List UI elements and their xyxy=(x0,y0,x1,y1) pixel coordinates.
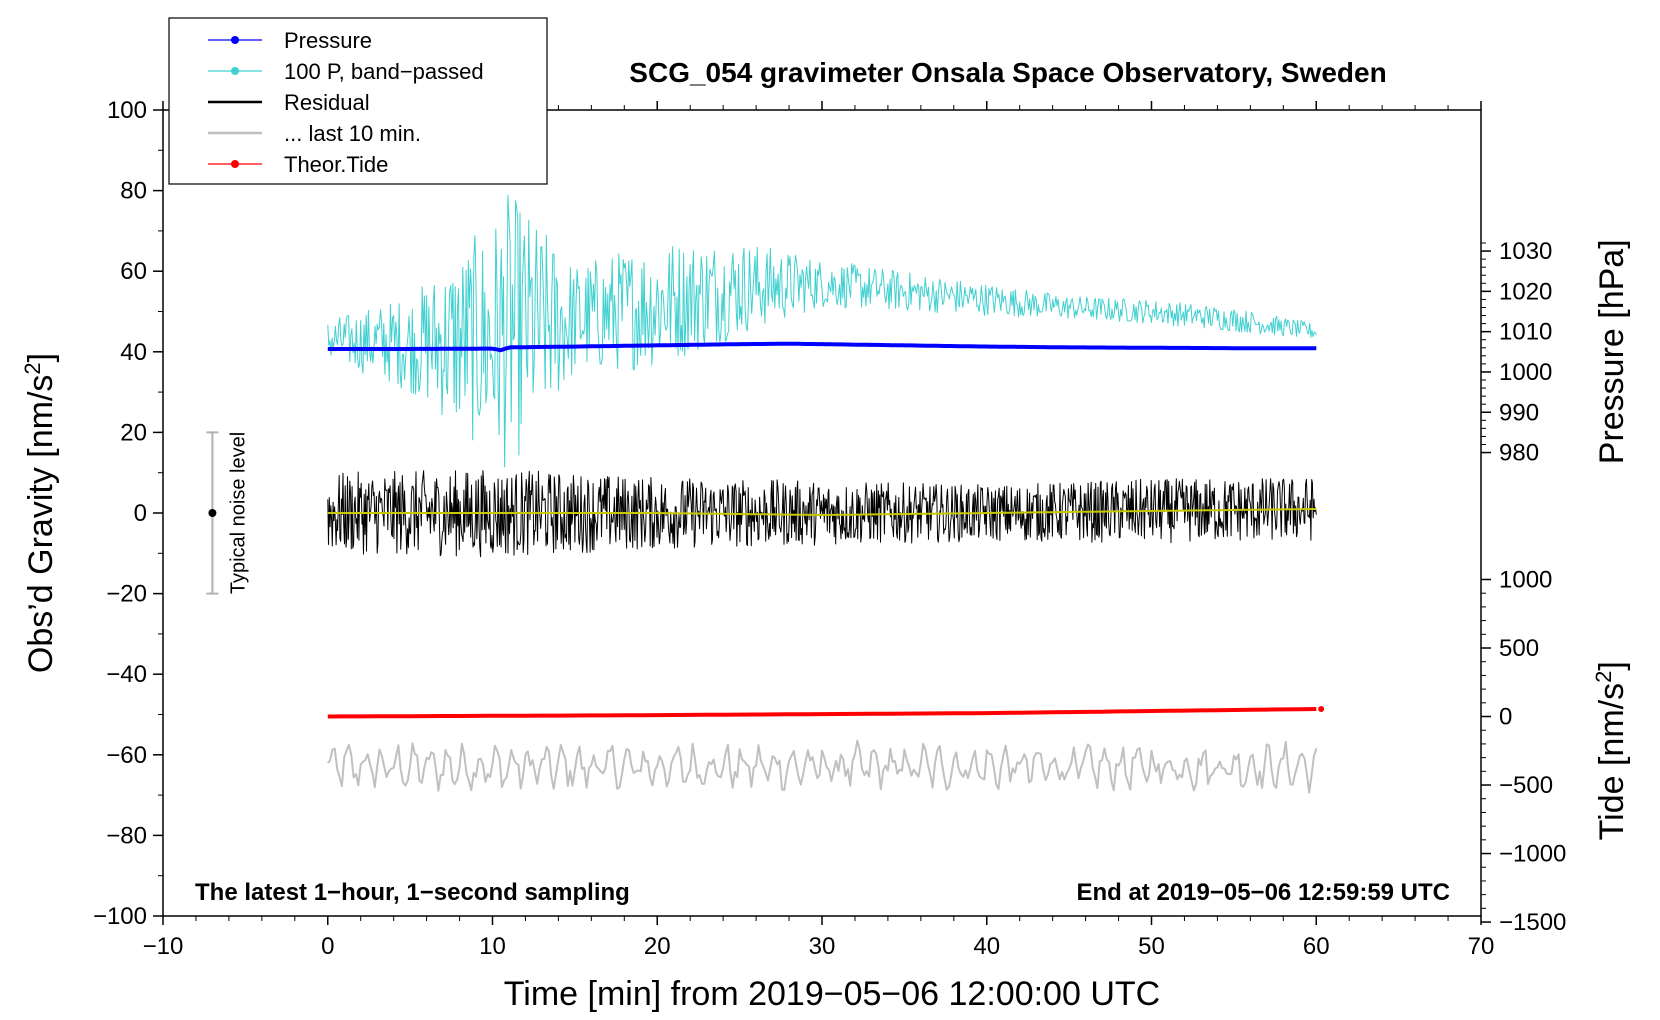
x-axis-label: Time [min] from 2019−05−06 12:00:00 UTC xyxy=(504,975,1160,1013)
y-left-tick-label: −40 xyxy=(106,661,147,688)
pressure-tick-label: 990 xyxy=(1499,399,1539,426)
sampling-note: The latest 1−hour, 1−second sampling xyxy=(195,879,630,906)
x-tick-label: 10 xyxy=(479,933,506,960)
chart-title: SCG_054 gravimeter Onsala Space Observat… xyxy=(629,57,1386,88)
y-left-tick-label: −60 xyxy=(106,742,147,769)
noise-level-bar: Typical noise level xyxy=(206,431,249,595)
noise-level-label: Typical noise level xyxy=(227,432,249,594)
legend-label: Pressure xyxy=(284,28,372,53)
tide-tick-label: −1500 xyxy=(1499,909,1566,936)
pressure-tick-label: 1030 xyxy=(1499,238,1552,265)
y-left-tick-label: −80 xyxy=(106,822,147,849)
x-tick-label: 50 xyxy=(1138,933,1165,960)
y-left-tick-label: −100 xyxy=(93,903,147,930)
series-theoretical-tide xyxy=(327,707,1317,719)
y-left-tick-label: 80 xyxy=(120,178,147,205)
x-tick-label: 20 xyxy=(644,933,671,960)
x-tick-label: −10 xyxy=(143,933,184,960)
y-left-tick-label: 60 xyxy=(120,258,147,285)
series-residual xyxy=(327,470,1317,558)
tide-tick-label: −1000 xyxy=(1499,841,1566,868)
series-pressure xyxy=(327,341,1317,353)
series-last-10-min xyxy=(327,739,1318,794)
tide-end-marker xyxy=(1318,705,1325,712)
pressure-tick-label: 1020 xyxy=(1499,278,1552,305)
end-time-note: End at 2019−05−06 12:59:59 UTC xyxy=(1076,879,1450,906)
y-left-tick-label: −20 xyxy=(106,581,147,608)
x-tick-label: 70 xyxy=(1468,933,1495,960)
tide-tick-label: 500 xyxy=(1499,635,1539,662)
y-left-tick-label: 20 xyxy=(120,419,147,446)
x-tick-label: 60 xyxy=(1303,933,1330,960)
y-left-tick-label: 0 xyxy=(134,500,147,527)
series-pressure-band-passed xyxy=(327,194,1317,468)
legend-label: ... last 10 min. xyxy=(284,121,421,146)
y-left-axis-label: Obs’d Gravity [nm/s2] xyxy=(20,353,60,673)
x-tick-label: 40 xyxy=(973,933,1000,960)
pressure-axis-label: Pressure [hPa] xyxy=(1593,239,1631,464)
legend-label: Theor.Tide xyxy=(284,152,388,177)
legend-label: 100 P, band−passed xyxy=(284,59,484,84)
legend-marker xyxy=(231,36,239,44)
legend: Pressure 100 P, band−passed Residual ... la… xyxy=(168,17,548,185)
tide-tick-label: −500 xyxy=(1499,772,1553,799)
y-left-tick-label: 100 xyxy=(107,97,147,124)
tide-tick-label: 0 xyxy=(1499,704,1512,731)
legend-marker xyxy=(231,67,239,75)
x-tick-label: 30 xyxy=(809,933,836,960)
y-left-tick-label: 40 xyxy=(120,339,147,366)
pressure-tick-label: 1000 xyxy=(1499,359,1552,386)
series-residual-smoothed xyxy=(327,508,1317,516)
pressure-tick-label: 1010 xyxy=(1499,319,1552,346)
legend-marker xyxy=(231,160,239,168)
x-tick-label: 0 xyxy=(321,933,334,960)
legend-label: Residual xyxy=(284,90,370,115)
tide-tick-label: 1000 xyxy=(1499,566,1552,593)
pressure-tick-label: 980 xyxy=(1499,440,1539,467)
tide-axis-label: Tide [nm/s2] xyxy=(1591,661,1631,840)
